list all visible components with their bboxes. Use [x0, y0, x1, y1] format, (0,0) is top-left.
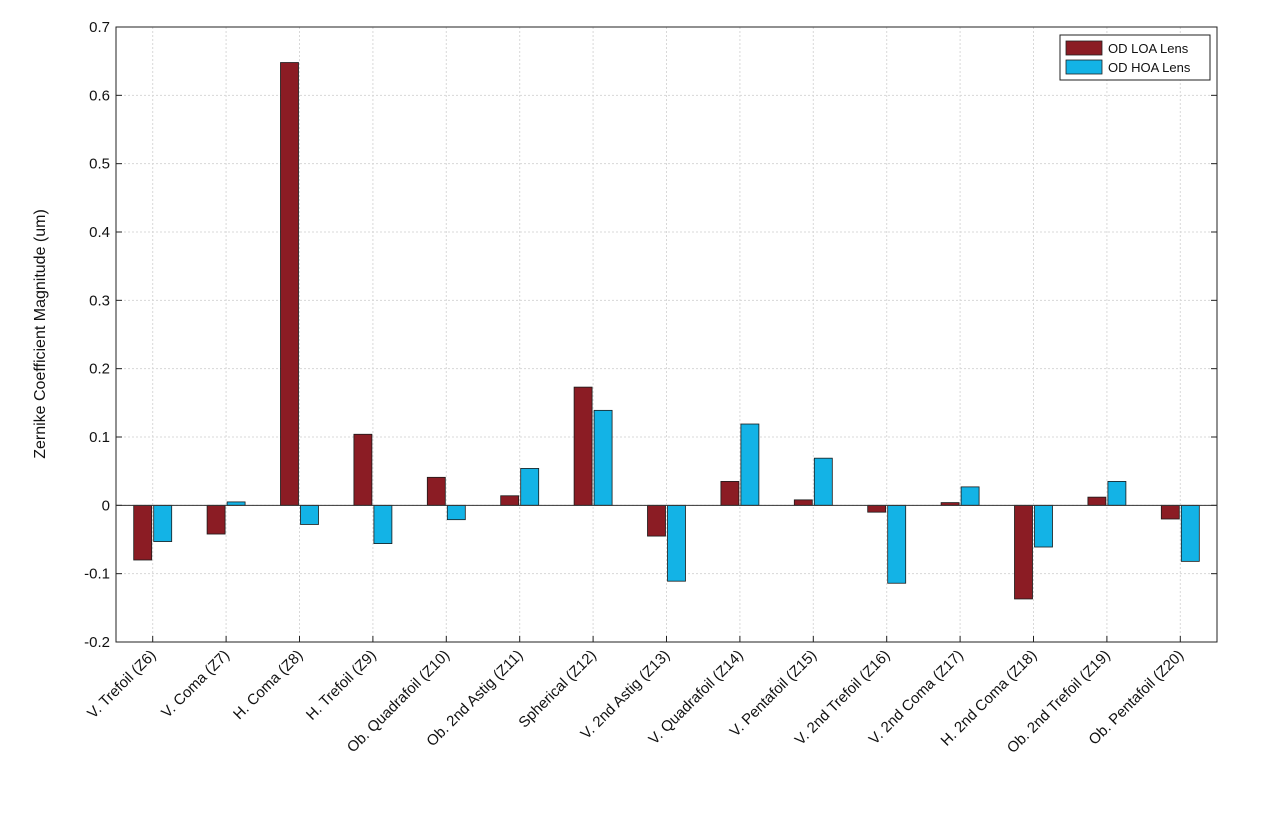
- y-tick-label: 0: [102, 497, 110, 514]
- y-tick-label: 0.4: [89, 224, 110, 241]
- bar-loa: [1160, 504, 1180, 520]
- y-tick-label: 0.6: [89, 87, 110, 104]
- bar-loa: [500, 495, 520, 506]
- bar-hoa: [667, 504, 686, 582]
- bar-hoa: [960, 486, 980, 506]
- y-tick-label: 0.7: [89, 19, 110, 36]
- bar-hoa: [1180, 504, 1200, 562]
- y-tick-label: 0.2: [89, 361, 110, 378]
- legend-swatch-loa: [1065, 40, 1103, 56]
- bar-loa: [647, 504, 666, 537]
- bar-hoa: [153, 504, 173, 542]
- x-tick-label: H. Trefoil (Z9): [303, 647, 380, 724]
- legend: OD LOA Lens OD HOA Lens: [1059, 34, 1211, 81]
- bars: [133, 62, 1200, 600]
- bar-hoa: [593, 409, 613, 506]
- y-tick-label: 0.3: [89, 292, 110, 309]
- bar-loa: [426, 476, 446, 506]
- bar-hoa: [226, 501, 246, 506]
- axes: [115, 26, 1218, 643]
- bar-hoa: [373, 504, 393, 545]
- bar-loa: [280, 62, 299, 506]
- x-tick-label: H. Coma (Z8): [230, 647, 306, 723]
- bar-loa: [133, 504, 153, 561]
- x-tick-label: V. Trefoil (Z6): [84, 647, 159, 722]
- y-tick-label: -0.1: [84, 566, 110, 583]
- bar-hoa: [740, 423, 760, 506]
- x-tick-labels: V. Trefoil (Z6)V. Coma (Z7)H. Coma (Z8)H…: [84, 647, 1187, 757]
- bar-loa: [793, 499, 813, 506]
- bar-loa: [1087, 496, 1107, 506]
- legend-swatch-hoa: [1065, 59, 1103, 75]
- y-tick-label: -0.2: [84, 634, 110, 651]
- bar-loa: [353, 433, 373, 506]
- bar-loa: [867, 504, 887, 513]
- y-tick-label: 0.5: [89, 156, 110, 173]
- bar-hoa: [1107, 481, 1127, 506]
- bar-loa: [573, 386, 593, 506]
- bar-loa: [720, 481, 740, 506]
- bar-loa: [206, 504, 226, 535]
- bar-hoa: [887, 504, 907, 584]
- bar-hoa: [300, 504, 319, 525]
- legend-label-hoa: OD HOA Lens: [1108, 60, 1191, 75]
- y-tick-label: 0.1: [89, 429, 110, 446]
- plot-area-frame: [115, 26, 1218, 643]
- bar-hoa: [446, 504, 466, 521]
- x-tick-label: Spherical (Z12): [515, 647, 600, 732]
- bar-hoa: [520, 468, 540, 506]
- y-tick-labels: -0.2 -0.1 0 0.1 0.2 0.3 0.4 0.5 0.6 0.7: [84, 19, 110, 651]
- x-tick-label: V. Coma (Z7): [158, 647, 233, 722]
- bar-hoa: [1034, 504, 1053, 548]
- legend-label-loa: OD LOA Lens: [1108, 41, 1189, 56]
- y-axis-label: Zernike Coefficient Magnitude (um): [32, 209, 49, 459]
- bar-hoa: [813, 457, 833, 506]
- bar-loa: [1014, 504, 1033, 600]
